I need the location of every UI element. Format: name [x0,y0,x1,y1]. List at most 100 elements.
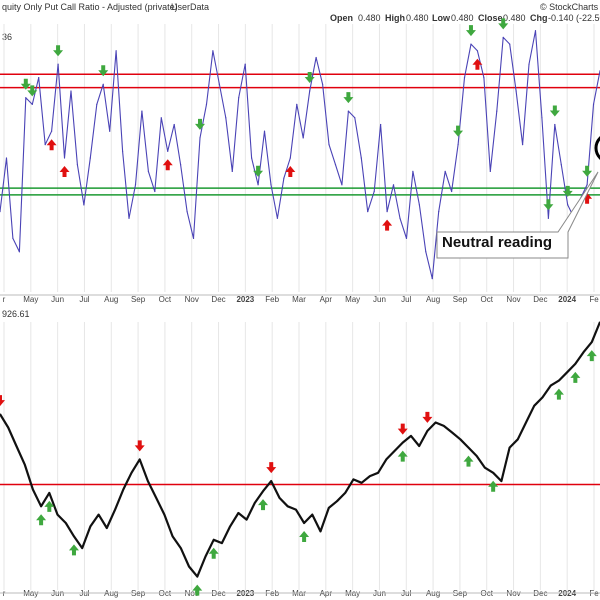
ratio-x-tick-label: Jul [401,295,411,304]
ratio-x-tick-label: Aug [104,295,118,304]
ratio-down-signal-arrow [453,125,464,137]
index-up-signal-arrow [258,499,269,511]
ratio-down-signal-arrow [53,45,64,57]
low-label: Low [432,13,451,23]
index-data-point [32,488,34,491]
ratio-data-point [399,217,401,219]
index-up-signal-arrow [553,388,564,400]
ratio-data-point [38,77,40,79]
index-data-point [229,525,231,527]
ratio-down-signal-arrow [27,85,38,97]
index-data-point [147,480,149,482]
ratio-data-point [412,170,414,172]
ratio-data-point [31,103,33,105]
ratio-down-signal-arrow [498,18,509,30]
index-data-point [270,480,272,482]
ratio-down-signal-arrow [582,165,593,177]
ratio-data-point [321,83,324,85]
ratio-data-point [405,237,408,239]
index-data-point [114,509,116,511]
ratio-data-point [167,150,169,152]
ratio-data-point [18,251,20,253]
index-data-point [139,458,141,460]
watermark: © StockCharts [540,2,599,12]
ratio-x-tick-label: Nov [185,295,199,304]
ratio-x-tick-label: Apr [320,295,333,304]
ratio-down-signal-arrow [343,92,354,104]
index-data-point [213,539,215,541]
ratio-data-point [567,204,569,206]
index-data-point [402,442,404,444]
open-value: 0.480 [358,13,381,23]
ratio-up-signal-arrow [59,166,70,177]
ratio-down-signal-arrow [253,165,264,177]
ratio-data-point [102,83,104,85]
ratio-x-tick-label: Feb [265,295,279,304]
highlight-circle [594,136,600,160]
index-data-point [451,431,453,434]
ratio-data-point [554,123,556,126]
ratio-up-signal-arrow [46,139,57,151]
index-up-signal-arrow [397,450,408,462]
high-value: 0.480 [406,13,429,23]
index-up-signal-arrow [586,350,597,362]
index-data-point [65,522,67,524]
index-data-point [525,421,527,424]
index-up-signal-arrow [463,455,474,467]
ratio-data-point [57,63,59,65]
ratio-data-point [109,130,111,132]
index-data-point [566,371,568,373]
index-data-point [476,455,478,457]
index-data-point [188,565,190,568]
ratio-data-point [296,103,298,105]
index-data-point [361,482,363,484]
ratio-down-signal-arrow [98,65,109,77]
ratio-data-point [147,170,149,172]
ratio-data-point [418,204,420,206]
ratio-up-signal-arrow [472,58,483,70]
ratio-x-tick-label: Sep [453,295,468,304]
ratio-data-point [367,211,369,213]
ratio-data-point [521,144,524,146]
ratio-panel: r May Jun Jul Aug Sep Oct Nov Dec 2023 Feb Mar Apr Ma… [0,18,600,304]
index-up-signal-arrow [192,584,203,596]
ratio-data-point [289,157,291,159]
ratio-data-point [470,43,472,45]
ratio-data-point [70,90,72,92]
ratio-data-point [496,110,498,112]
ratio-down-signal-arrow [562,185,573,197]
index-data-point [98,514,100,516]
index-up-signal-arrow [36,514,47,526]
chg-value: -0.140 (-22.50 [548,13,600,23]
low-value: 0.480 [451,13,474,23]
indicator-title: quity Only Put Call Ratio - Adjusted (pr… [2,2,178,12]
index-data-point [369,475,371,477]
ratio-data-point [12,237,14,239]
ratio-x-tick-label: Jun [373,295,386,304]
ratio-x-tick-label: Jun [51,295,64,304]
ratio-data-point [392,184,395,186]
ratio-data-point [334,164,337,166]
high-label: High [385,13,405,23]
callout-text: Neutral reading [442,234,552,251]
index-up-signal-arrow [488,480,499,492]
ratio-x-tick-label: Oct [159,295,172,304]
ratio-up-signal-arrow [582,192,593,204]
index-data-point [163,514,165,516]
index-data-point [245,519,248,521]
index-data-point [73,535,75,538]
ratio-data-point [257,184,259,186]
ratio-data-point [173,123,175,126]
index-data-point [377,472,379,474]
ratio-data-point [528,63,530,65]
ratio-data-point [51,130,53,132]
ratio-data-point [483,77,485,79]
index-down-signal-arrow [397,423,408,435]
index-data-point [426,430,428,432]
index-down-signal-arrow [422,411,433,423]
ratio-data-point [192,237,195,239]
index-data-point [130,472,133,474]
ratio-data-point [83,204,85,206]
ratio-data-point [225,117,227,119]
